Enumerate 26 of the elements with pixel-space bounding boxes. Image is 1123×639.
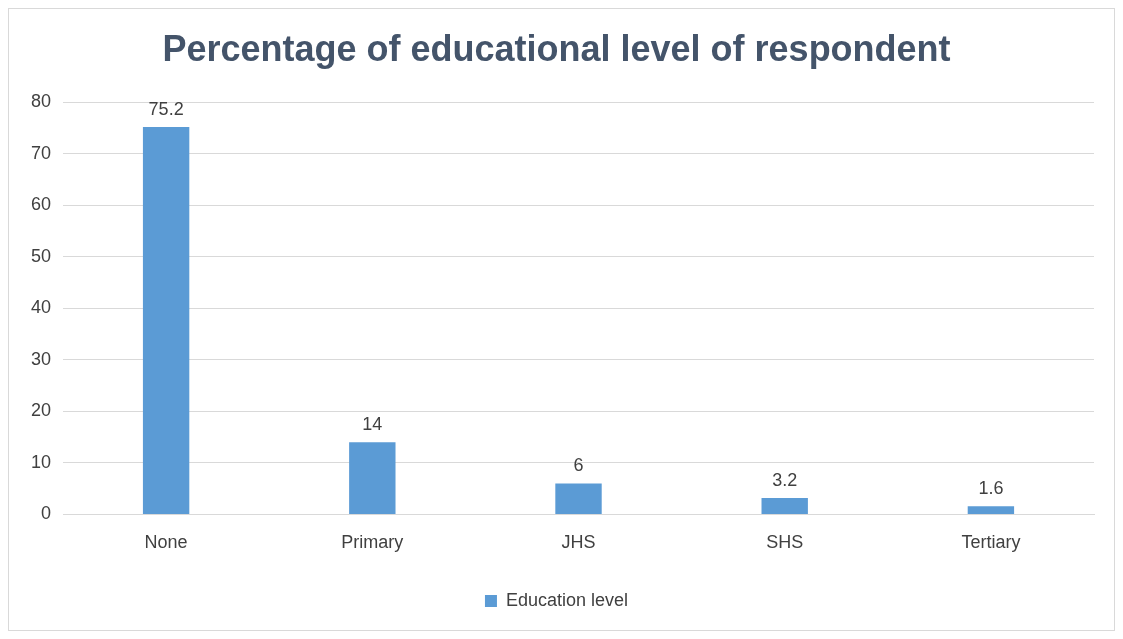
bar <box>761 497 808 514</box>
legend-label: Education level <box>505 589 629 610</box>
data-label: 75.2 <box>148 98 184 119</box>
bar <box>967 506 1015 514</box>
bar <box>555 483 602 514</box>
y-tick-label: 30 <box>30 348 52 369</box>
x-tick-label: JHS <box>561 532 596 553</box>
bar <box>142 126 190 514</box>
y-tick-label: 70 <box>30 142 52 163</box>
y-tick-label: 80 <box>30 91 52 112</box>
x-tick-label: Primary <box>341 532 404 553</box>
data-label: 6 <box>573 455 584 476</box>
y-tick-label: 50 <box>30 245 52 266</box>
data-label: 1.6 <box>978 478 1004 499</box>
bar <box>349 442 396 514</box>
y-tick-label: 60 <box>30 194 52 215</box>
chart-title: Percentage of educational level of respondent <box>162 27 951 69</box>
data-label: 3.2 <box>772 469 798 490</box>
x-tick-label: None <box>144 532 188 553</box>
y-tick-label: 20 <box>30 400 52 421</box>
data-label: 14 <box>362 414 383 435</box>
y-tick-label: 40 <box>30 297 52 318</box>
x-tick-label: SHS <box>766 532 804 553</box>
y-tick-label: 0 <box>41 503 52 524</box>
x-tick-label: Tertiary <box>961 532 1021 553</box>
y-tick-label: 10 <box>30 451 52 472</box>
